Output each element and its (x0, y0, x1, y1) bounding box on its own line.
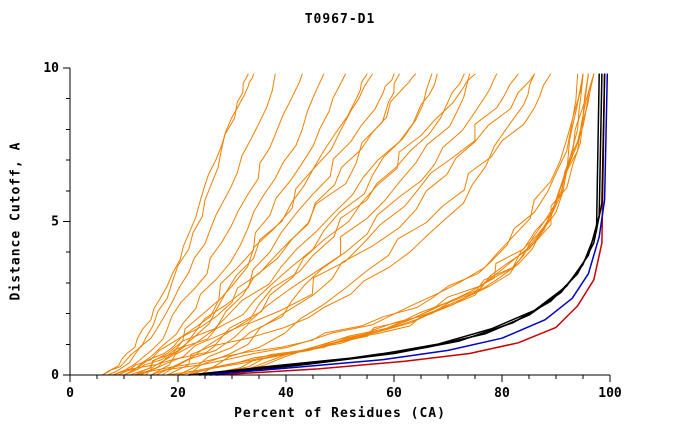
axes-group (63, 67, 611, 382)
model-curve (188, 73, 600, 376)
model-curve (101, 73, 249, 376)
model-curve (145, 73, 395, 376)
model-curve (128, 73, 438, 376)
model-curve (123, 73, 433, 376)
y-tick-label: 0 (51, 368, 59, 383)
x-tick-label: 40 (278, 386, 294, 401)
model-curve (134, 73, 471, 376)
model-curve (166, 73, 589, 376)
series-group (101, 73, 609, 376)
model-curve (112, 73, 535, 376)
x-tick-label: 0 (66, 386, 74, 401)
model-curve (209, 73, 606, 376)
y-axis-label: Distance Cutoff, A (8, 141, 24, 301)
chart-title: T0967-D1 (304, 12, 376, 27)
model-curve (101, 73, 255, 376)
model-curve (215, 73, 606, 376)
model-curve (123, 73, 325, 376)
model-curve (166, 73, 476, 376)
model-curve (107, 73, 276, 376)
tick-labels: 0 20 40 60 80 100 0 5 10 (43, 61, 622, 401)
model-curve (177, 73, 498, 376)
model-curve (112, 73, 303, 376)
model-curve (118, 73, 373, 376)
model-curve (112, 73, 400, 376)
x-tick-label: 80 (494, 386, 510, 401)
model-curve (231, 73, 595, 376)
model-curve (150, 73, 584, 376)
model-curve (161, 73, 519, 376)
model-curve (150, 73, 417, 376)
model-curve (134, 73, 346, 376)
model-curve (209, 73, 595, 376)
model-curve (155, 73, 465, 376)
x-tick-label: 20 (170, 386, 186, 401)
model-curve (199, 73, 552, 376)
model-curve (204, 73, 609, 376)
y-tick-label: 5 (51, 215, 59, 230)
x-axis-label: Percent of Residues (CA) (234, 406, 446, 421)
model-curve (139, 73, 368, 376)
model-curve (134, 73, 579, 376)
x-tick-label: 100 (598, 386, 622, 401)
x-tick-label: 60 (386, 386, 402, 401)
y-tick-label: 10 (43, 61, 59, 76)
model-curve (177, 73, 584, 376)
model-curve (188, 73, 535, 376)
